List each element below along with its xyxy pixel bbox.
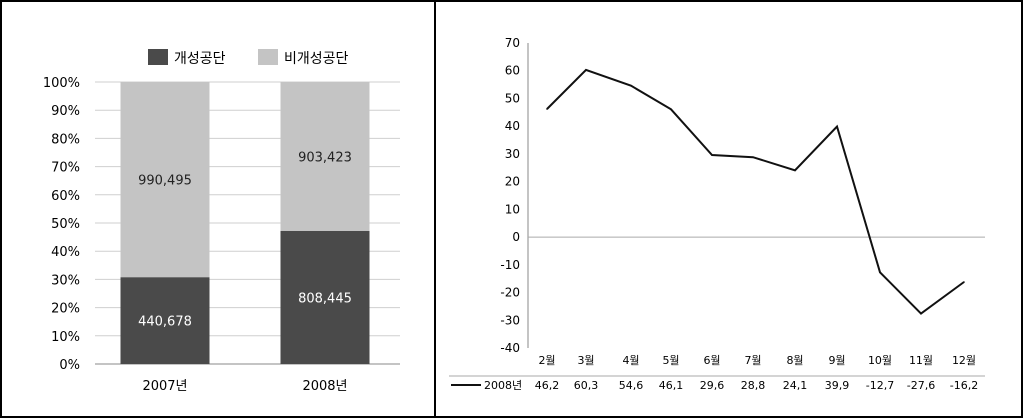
bar-y-tick-label: 70% [51,161,80,176]
line-point [794,169,796,172]
line-x-tick-label: 12월 [952,354,976,367]
line-y-tick-label: 0 [512,230,520,244]
line-table-value: 29,6 [700,379,725,392]
line-y-tick-label: -10 [500,258,520,272]
line-x-tick-label: 3월 [577,354,594,367]
line-x-tick-label: 5월 [662,354,679,367]
bar-y-tick-label: 40% [51,245,80,260]
bar-y-tick-label: 30% [51,273,80,288]
line-x-tick-label: 4월 [622,354,639,367]
line-table-values: 46,2 60,3 54,6 46,1 29,6 28,8 24,1 39,9 -12,7 -27… [535,379,978,392]
line-point [630,84,632,87]
bar-y-tick-label: 80% [51,132,80,147]
line-y-tick-label: 10 [505,202,520,216]
legend-label-non-kaesong: 비개성공단 [284,51,349,67]
line-x-axis-ticks: 2월 3월 4월 5월 6월 7월 8월 9월 10월 11월 12월 [538,354,976,367]
bar-y-tick-label: 90% [51,104,80,119]
line-x-tick-label: 2월 [538,354,555,367]
line-point [670,108,672,111]
bar-y-tick-label: 60% [51,189,80,204]
bar-y-axis-ticks: 0% 10% 20% 30% 40% 50% 60% 70% 80% 90% 100% [43,76,80,373]
line-x-tick-label: 11월 [909,354,933,367]
line-x-tick-label: 7월 [744,354,761,367]
bar-segment [120,277,210,364]
legend-swatch-kaesong [148,49,168,65]
bar-value-label: 808,445 [298,291,352,306]
legend-swatch-non-kaesong [258,49,278,65]
bar-y-tick-label: 50% [51,217,80,232]
line-table-value: -16,2 [950,379,978,392]
line-y-tick-label: 50 [505,91,520,105]
bar-y-tick-label: 0% [59,358,80,373]
line-point [752,156,754,158]
bar-x-tick-label: 2008년 [302,379,347,394]
line-y-tick-label: 30 [505,147,520,161]
line-table-value: 54,6 [619,379,644,392]
bar-segment [120,82,210,278]
line-x-tick-label: 10월 [868,354,892,367]
line-points [546,69,965,315]
line-y-tick-label: 40 [505,119,520,133]
line-table-value: 46,1 [659,379,684,392]
line-table-value: 60,3 [574,379,599,392]
line-x-tick-label: 6월 [703,354,720,367]
bar-data-labels: 440,678 990,495 808,445 903,423 [138,150,352,329]
line-y-tick-label: 20 [505,175,520,189]
line-table-value: -12,7 [866,379,894,392]
bar-value-label: 903,423 [298,150,352,165]
line-y-axis-ticks: 70 60 50 40 30 20 10 0 -10 -20 -30 -40 [500,36,520,355]
bar-marks [120,82,370,364]
line-data-table: 2008년 [449,375,985,392]
line-point [836,125,838,128]
bar-x-tick-label: 2007년 [142,379,187,394]
line-point [711,154,713,156]
bar-y-tick-label: 100% [43,76,80,91]
line-table-value: -27,6 [907,379,935,392]
line-y-tick-label: -40 [500,341,520,355]
stacked-bar-chart: 개성공단 비개성공단 0% 10% 20% 30% 40% 50% 60% 70% 80% 90%… [43,49,400,394]
line-x-tick-label: 8월 [786,354,803,367]
line-table-value: 39,9 [825,379,850,392]
bar-y-tick-label: 10% [51,330,80,345]
bar-legend: 개성공단 비개성공단 [148,49,349,67]
bar-value-label: 440,678 [138,315,192,330]
legend-label-kaesong: 개성공단 [174,51,226,67]
bar-x-axis-ticks: 2007년 2008년 [142,379,347,394]
bar-y-tick-label: 20% [51,302,80,317]
line-y-tick-label: 70 [505,36,520,50]
bar-segment [280,82,370,231]
line-point [879,271,881,274]
bar-value-label: 990,495 [138,174,192,189]
line-x-tick-label: 9월 [828,354,845,367]
line-y-tick-label: 60 [505,64,520,78]
line-y-tick-label: -30 [500,313,520,327]
line-chart: 70 60 50 40 30 20 10 0 -10 -20 -30 -40 2008년 2월 3월 4월… [449,36,985,392]
table-series-name: 2008년 [484,379,522,392]
line-point [963,281,965,283]
line-y-tick-label: -20 [500,286,520,300]
bar-segment [280,230,370,364]
line-point [546,108,548,110]
line-point [585,69,587,71]
line-table-value: 28,8 [741,379,766,392]
line-point [920,312,922,315]
line-table-value: 46,2 [535,379,560,392]
line-table-value: 24,1 [783,379,808,392]
